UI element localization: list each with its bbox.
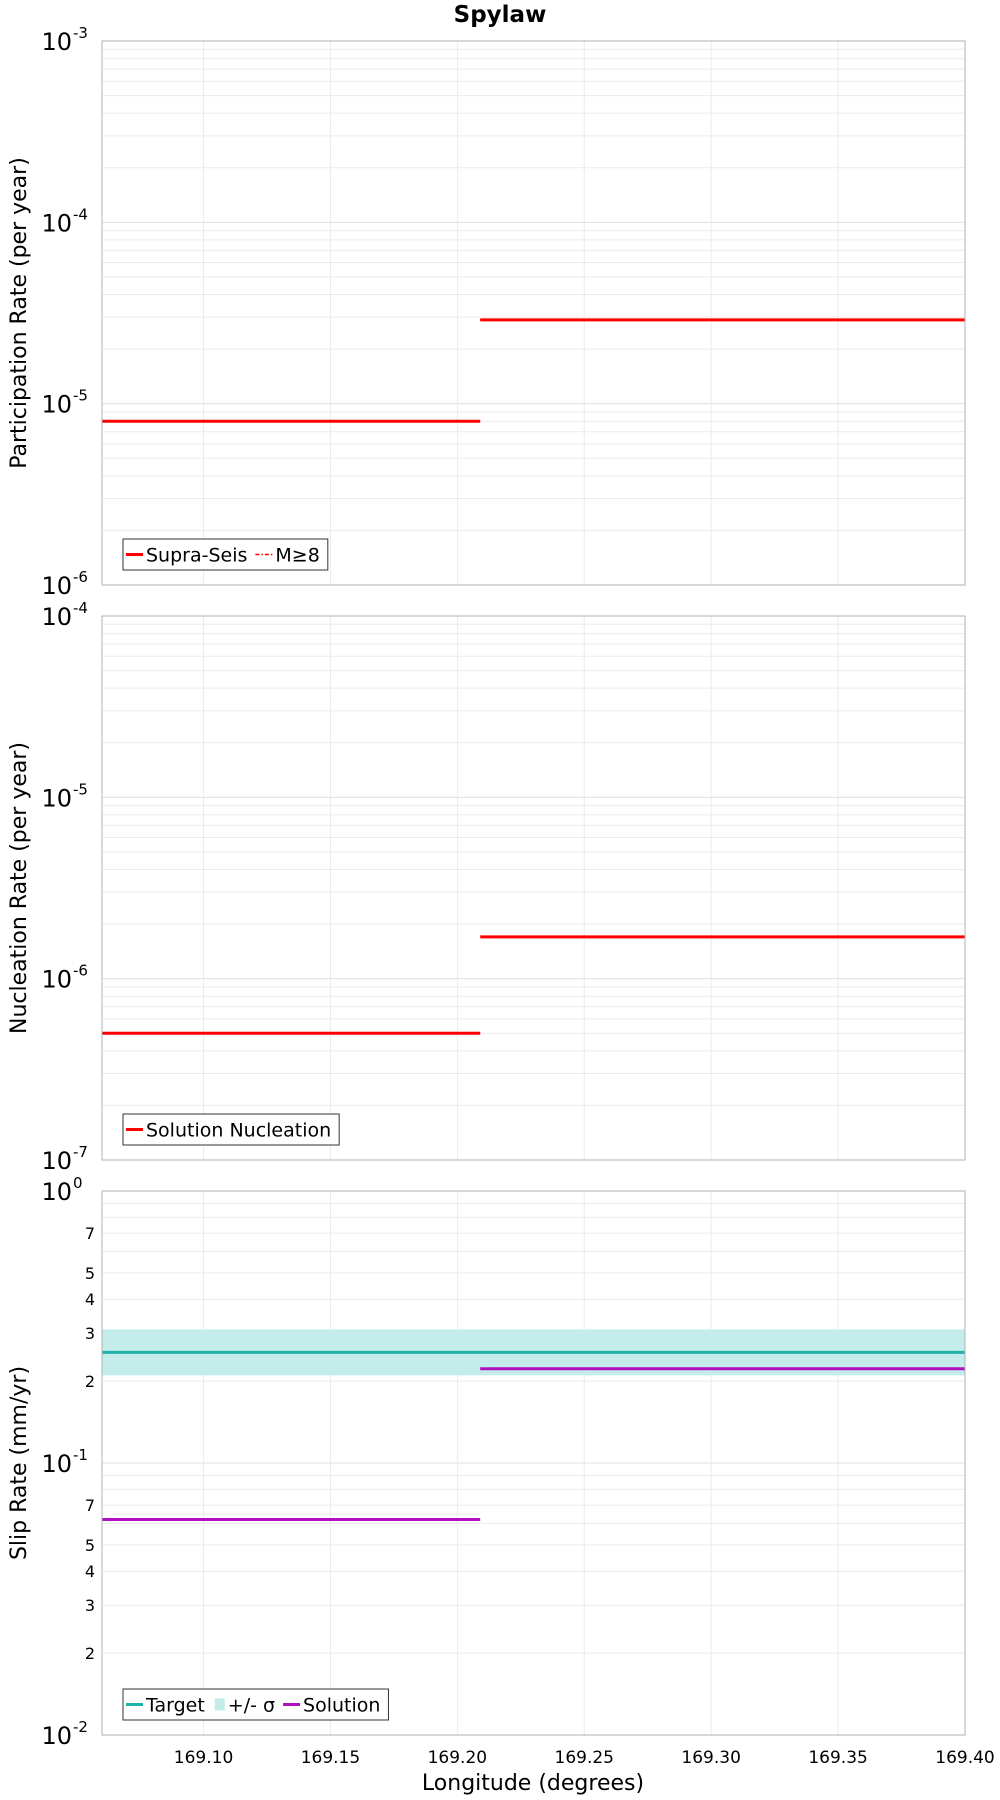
- plot-frame: [101, 40, 966, 586]
- legend-label: +/- σ: [228, 1695, 275, 1717]
- y-tick-label-exponent: -3: [73, 24, 88, 42]
- y-tick-label-base: 10: [41, 391, 72, 419]
- y-tick-label-exponent: -4: [73, 205, 88, 223]
- y-axis-label: Slip Rate (mm/yr): [7, 1366, 32, 1560]
- x-tick-label: 169.35: [808, 1748, 867, 1768]
- legend-label: Solution Nucleation: [146, 1120, 331, 1142]
- y-minor-tick-label: 2: [85, 1644, 95, 1663]
- x-tick-label: 169.20: [428, 1748, 487, 1768]
- y-minor-tick-label: 4: [85, 1562, 95, 1581]
- x-tick-label: 169.10: [174, 1748, 233, 1768]
- legend: Solution Nucleation: [122, 1113, 340, 1146]
- y-tick-label-base: 10: [41, 209, 72, 237]
- y-axis-label: Participation Rate (per year): [7, 157, 32, 469]
- x-tick-label: 169.15: [301, 1748, 360, 1768]
- legend-label: M≥8: [275, 545, 319, 567]
- y-tick-label-exponent: -1: [73, 1446, 88, 1464]
- y-tick-label-base: 10: [41, 28, 72, 56]
- y-minor-tick-label: 3: [85, 1596, 95, 1615]
- y-tick-label-base: 10: [41, 1722, 72, 1750]
- y-tick-label-base: 10: [41, 1147, 72, 1175]
- x-tick-label: 169.40: [935, 1748, 994, 1768]
- legend-box: [122, 1113, 340, 1146]
- y-tick-label-exponent: -6: [73, 962, 88, 980]
- y-minor-tick-label: 5: [85, 1264, 95, 1283]
- y-minor-tick-label: 2: [85, 1372, 95, 1391]
- legend-label: Target: [145, 1695, 205, 1717]
- y-minor-tick-label: 5: [85, 1536, 95, 1555]
- y-minor-tick-label: 3: [85, 1324, 95, 1343]
- y-tick-label-base: 10: [41, 1178, 72, 1206]
- plot-frame: [101, 615, 966, 1161]
- y-tick-label-base: 10: [41, 1450, 72, 1478]
- figure-title: Spylaw: [454, 2, 547, 28]
- legend-box: [122, 1688, 389, 1721]
- legend-box: [122, 538, 329, 571]
- y-tick-label-exponent: -5: [73, 387, 88, 405]
- x-tick-label: 169.25: [555, 1748, 614, 1768]
- y-minor-tick-label: 7: [85, 1224, 95, 1243]
- y-minor-tick-label: 4: [85, 1290, 95, 1309]
- y-tick-label-exponent: -4: [73, 599, 88, 617]
- legend: Supra-Seis M≥8: [122, 538, 329, 571]
- y-tick-label-exponent: -2: [73, 1718, 88, 1736]
- y-tick-label-exponent: -7: [73, 1143, 88, 1161]
- legend-label: Solution: [303, 1695, 380, 1717]
- y-tick-label-base: 10: [41, 784, 72, 812]
- legend-label: Supra-Seis: [146, 545, 247, 567]
- legend: Target +/- σ Solution: [122, 1688, 389, 1721]
- y-tick-label-base: 10: [41, 603, 72, 631]
- y-tick-label-exponent: -5: [73, 780, 88, 798]
- plot-frame: [101, 1190, 966, 1736]
- legend-swatch-band: [214, 1698, 225, 1711]
- y-tick-label-base: 10: [41, 572, 72, 600]
- y-axis-label: Nucleation Rate (per year): [7, 742, 32, 1034]
- y-tick-label-base: 10: [41, 966, 72, 994]
- x-axis-label: Longitude (degrees): [422, 1771, 644, 1796]
- y-minor-tick-label: 7: [85, 1496, 95, 1515]
- y-tick-label-exponent: 0: [73, 1174, 83, 1192]
- x-tick-label: 169.30: [681, 1748, 740, 1768]
- y-tick-label-exponent: -6: [73, 568, 88, 586]
